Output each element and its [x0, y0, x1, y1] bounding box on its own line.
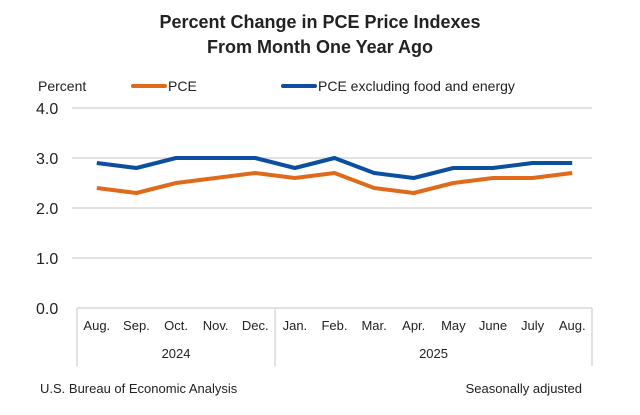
y-tick-label: 4.0 — [36, 101, 58, 118]
x-tick-label: Dec. — [242, 318, 269, 333]
chart-title: Percent Change in PCE Price Indexes From… — [0, 10, 640, 60]
x-tick-label: Apr. — [402, 318, 425, 333]
legend-label: PCE excluding food and energy — [318, 78, 515, 94]
y-tick-label: 3.0 — [36, 151, 58, 168]
y-tick-label: 2.0 — [36, 201, 58, 218]
x-tick-label: Mar. — [361, 318, 386, 333]
x-tick-label: Oct. — [164, 318, 188, 333]
x-tick-label: July — [521, 318, 545, 333]
x-tick-label: Nov. — [203, 318, 229, 333]
source-note: U.S. Bureau of Economic Analysis — [40, 381, 238, 396]
x-tick-label: Aug. — [83, 318, 110, 333]
x-tick-label: Jan. — [283, 318, 308, 333]
legend-label: PCE — [168, 78, 197, 94]
y-axis-label: Percent — [38, 78, 87, 94]
x-tick-label: Aug. — [559, 318, 586, 333]
y-tick-label: 0.0 — [36, 301, 58, 318]
x-tick-label: Feb. — [321, 318, 347, 333]
series-line-0 — [96, 171, 573, 195]
year-label: 2025 — [419, 346, 448, 361]
title-line-2: From Month One Year Ago — [206, 37, 434, 57]
seasonal-note: Seasonally adjusted — [465, 381, 582, 396]
x-tick-label: Sep. — [123, 318, 150, 333]
title-line-1: Percent Change in PCE Price Indexes — [159, 12, 481, 32]
year-label: 2024 — [162, 346, 191, 361]
x-tick-label: June — [479, 318, 507, 333]
x-tick-label: May — [441, 318, 466, 333]
y-tick-label: 1.0 — [36, 251, 58, 268]
